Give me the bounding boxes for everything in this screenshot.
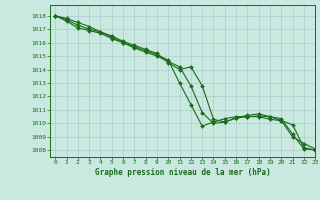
X-axis label: Graphe pression niveau de la mer (hPa): Graphe pression niveau de la mer (hPa): [94, 168, 270, 177]
